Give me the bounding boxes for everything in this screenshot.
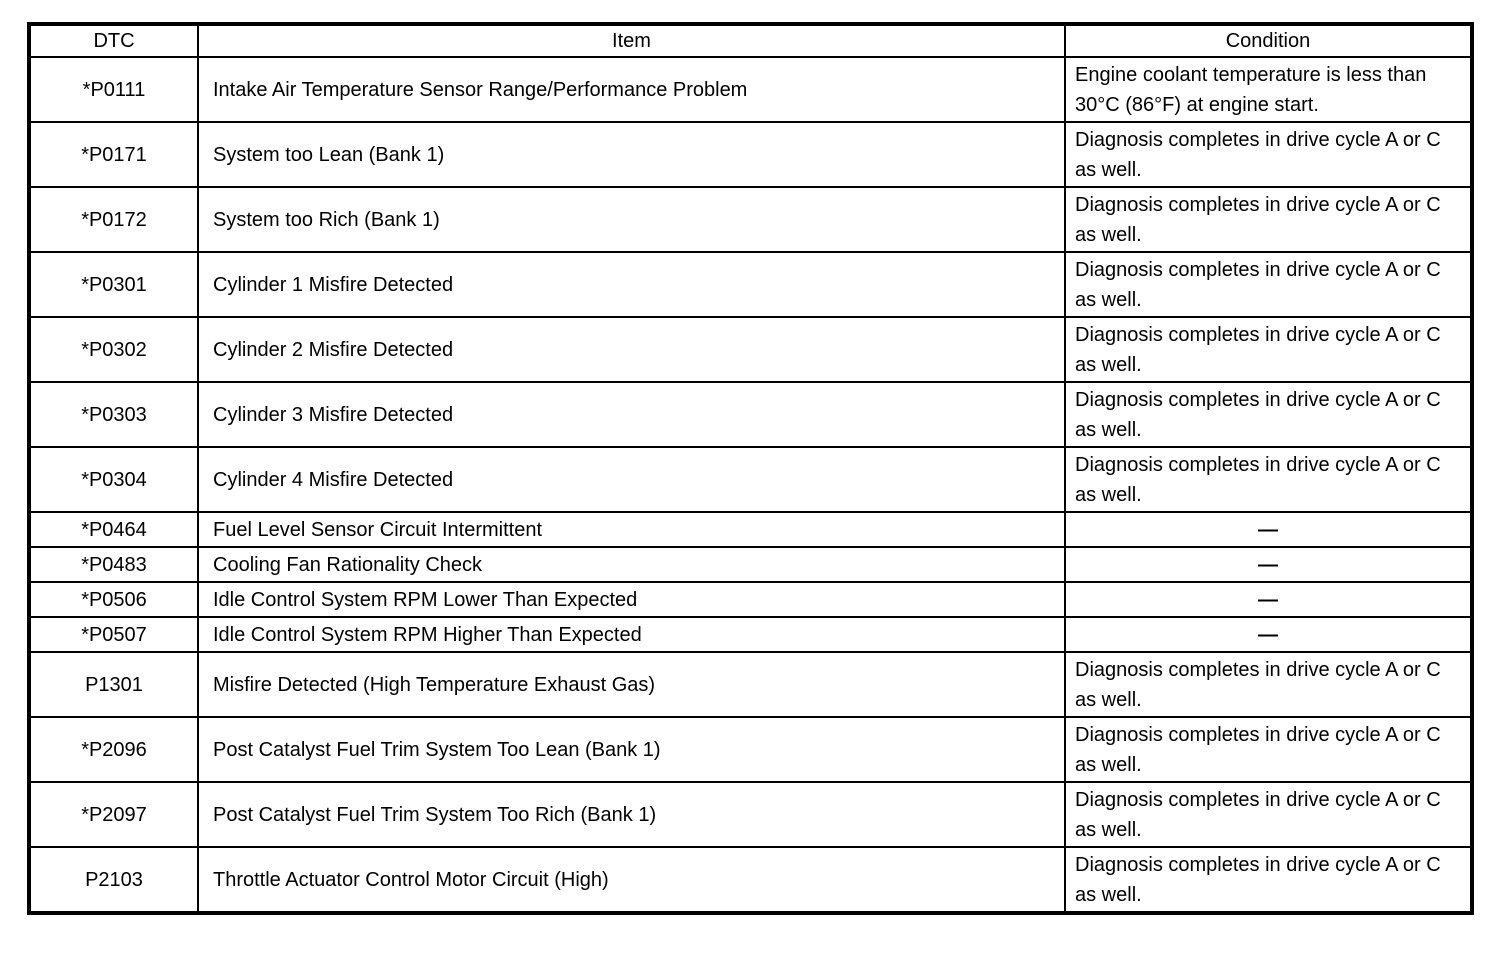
condition-cell: Diagnosis completes in drive cycle A or …	[1064, 651, 1473, 718]
condition-dash-cell: —	[1064, 616, 1473, 653]
dtc-code-cell: *P0301	[28, 251, 199, 318]
condition-dash-cell: —	[1064, 511, 1473, 548]
table-row: *P0464 Fuel Level Sensor Circuit Intermit…	[28, 511, 1473, 548]
condition-cell: Diagnosis completes in drive cycle A or …	[1064, 121, 1473, 188]
item-cell: Fuel Level Sensor Circuit Intermittent	[197, 511, 1066, 548]
condition-cell: Diagnosis completes in drive cycle A or …	[1064, 716, 1473, 783]
item-cell: Post Catalyst Fuel Trim System Too Lean …	[197, 716, 1066, 783]
table-row: *P0303 Cylinder 3 Misfire Detected Diagnos…	[28, 381, 1473, 448]
dtc-code-cell: *P0171	[28, 121, 199, 188]
dtc-code-cell: *P2096	[28, 716, 199, 783]
condition-dash-cell: —	[1064, 581, 1473, 618]
dtc-code-cell: *P2097	[28, 781, 199, 848]
dtc-code-cell: *P0302	[28, 316, 199, 383]
item-cell: Misfire Detected (High Temperature Exhau…	[197, 651, 1066, 718]
table-row: *P0304 Cylinder 4 Misfire Detected Diagnos…	[28, 446, 1473, 513]
item-cell: Cooling Fan Rationality Check	[197, 546, 1066, 583]
dtc-code-cell: *P0303	[28, 381, 199, 448]
item-cell: System too Rich (Bank 1)	[197, 186, 1066, 253]
dtc-table: DTC Item Condition *P0111 Intake Air Temp…	[27, 22, 1474, 915]
table-row: *P0302 Cylinder 2 Misfire Detected Diagnos…	[28, 316, 1473, 383]
condition-cell: Diagnosis completes in drive cycle A or …	[1064, 781, 1473, 848]
condition-cell: Diagnosis completes in drive cycle A or …	[1064, 446, 1473, 513]
dtc-code-cell: *P0506	[28, 581, 199, 618]
condition-cell: Diagnosis completes in drive cycle A or …	[1064, 251, 1473, 318]
condition-cell: Diagnosis completes in drive cycle A or …	[1064, 316, 1473, 383]
table-row: *P0483 Cooling Fan Rationality Check —	[28, 546, 1473, 583]
table-row: P2103 Throttle Actuator Control Motor Cir…	[28, 846, 1473, 914]
table-row: *P0171 System too Lean (Bank 1) Diagnosis …	[28, 121, 1473, 188]
table-row: *P2096 Post Catalyst Fuel Trim System Too…	[28, 716, 1473, 783]
col-header-item: Item	[197, 23, 1066, 58]
col-header-condition: Condition	[1064, 23, 1473, 58]
dtc-code-cell: *P0304	[28, 446, 199, 513]
item-cell: Cylinder 3 Misfire Detected	[197, 381, 1066, 448]
dtc-code-cell: *P0483	[28, 546, 199, 583]
condition-cell: Engine coolant temperature is less than …	[1064, 56, 1473, 123]
dtc-code-cell: *P0507	[28, 616, 199, 653]
item-cell: Post Catalyst Fuel Trim System Too Rich …	[197, 781, 1066, 848]
condition-cell: Diagnosis completes in drive cycle A or …	[1064, 381, 1473, 448]
table-row: *P2097 Post Catalyst Fuel Trim System Too…	[28, 781, 1473, 848]
item-cell: Cylinder 1 Misfire Detected	[197, 251, 1066, 318]
item-cell: Intake Air Temperature Sensor Range/Perf…	[197, 56, 1066, 123]
dtc-code-cell: P2103	[28, 846, 199, 914]
table-row: *P0507 Idle Control System RPM Higher Tha…	[28, 616, 1473, 653]
dtc-code-cell: P1301	[28, 651, 199, 718]
table-row: P1301 Misfire Detected (High Temperature …	[28, 651, 1473, 718]
item-cell: System too Lean (Bank 1)	[197, 121, 1066, 188]
item-cell: Idle Control System RPM Lower Than Expec…	[197, 581, 1066, 618]
table-body: *P0111 Intake Air Temperature Sensor Rang…	[28, 56, 1473, 914]
condition-cell: Diagnosis completes in drive cycle A or …	[1064, 846, 1473, 914]
header-row: DTC Item Condition	[28, 23, 1473, 58]
dtc-code-cell: *P0464	[28, 511, 199, 548]
item-cell: Cylinder 4 Misfire Detected	[197, 446, 1066, 513]
condition-cell: Diagnosis completes in drive cycle A or …	[1064, 186, 1473, 253]
condition-dash-cell: —	[1064, 546, 1473, 583]
table-row: *P0301 Cylinder 1 Misfire Detected Diagnos…	[28, 251, 1473, 318]
col-header-dtc: DTC	[28, 23, 199, 58]
table-row: *P0111 Intake Air Temperature Sensor Rang…	[28, 56, 1473, 123]
dtc-code-cell: *P0111	[28, 56, 199, 123]
table-row: *P0172 System too Rich (Bank 1) Diagnosis …	[28, 186, 1473, 253]
item-cell: Cylinder 2 Misfire Detected	[197, 316, 1066, 383]
dtc-code-cell: *P0172	[28, 186, 199, 253]
dtc-table-container: DTC Item Condition *P0111 Intake Air Temp…	[27, 22, 1474, 915]
table-row: *P0506 Idle Control System RPM Lower Than…	[28, 581, 1473, 618]
item-cell: Throttle Actuator Control Motor Circuit …	[197, 846, 1066, 914]
item-cell: Idle Control System RPM Higher Than Expe…	[197, 616, 1066, 653]
